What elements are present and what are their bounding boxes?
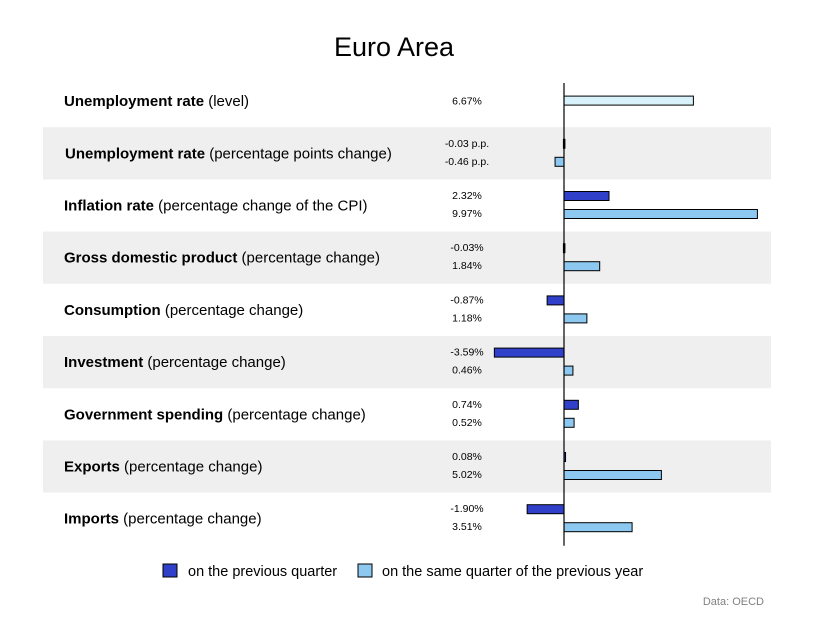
legend-swatch-quarter	[162, 563, 178, 578]
data-label: 1.18%	[452, 312, 482, 324]
bar-previous-year	[563, 417, 575, 428]
legend-swatch-year	[357, 563, 373, 578]
data-label: -0.03%	[450, 242, 483, 254]
bar-previous-quarter	[563, 191, 610, 201]
category-label: Investment (percentage change)	[64, 354, 286, 371]
row-band	[43, 336, 771, 389]
bar-previous-quarter	[546, 295, 565, 306]
rows: Unemployment rate (level) 6.67% Unemployme…	[64, 93, 758, 533]
data-label: 0.52%	[452, 417, 482, 429]
category-label: Consumption (percentage change)	[64, 302, 303, 319]
data-label: 1.84%	[452, 260, 482, 272]
category-label: Inflation rate (percentage change of the…	[64, 198, 367, 215]
data-label: 2.32%	[452, 190, 482, 202]
bar-previous-quarter	[526, 504, 565, 515]
data-label: 0.46%	[452, 365, 482, 377]
category-label: Unemployment rate (level)	[64, 93, 249, 110]
bar-previous-year	[563, 365, 574, 376]
bar-previous-quarter	[563, 399, 579, 410]
category-label: Gross domestic product (percentage chang…	[64, 250, 380, 267]
bar-previous-year	[563, 313, 588, 324]
legend-label-year: on the same quarter of the previous year	[382, 564, 643, 580]
data-label: 0.08%	[452, 451, 482, 463]
chart-title: Euro Area	[334, 32, 455, 62]
data-label: 9.97%	[452, 208, 482, 220]
bar-previous-year	[563, 470, 662, 480]
category-label: Unemployment rate (percentage points cha…	[65, 145, 392, 162]
category-label: Exports (percentage change)	[64, 459, 262, 476]
row-bands	[43, 127, 771, 493]
category-label: Government spending (percentage change)	[64, 406, 366, 423]
data-label: 3.51%	[452, 521, 482, 533]
data-label: 0.74%	[452, 399, 482, 411]
legend-label-quarter: on the previous quarter	[188, 564, 337, 580]
bar-previous-quarter	[493, 347, 565, 358]
legend: on the previous quarter on the same quar…	[162, 563, 643, 580]
bar-previous-year	[563, 261, 601, 272]
bar-level	[563, 95, 694, 106]
category-label: Imports (percentage change)	[64, 511, 262, 528]
row-band	[43, 231, 771, 284]
data-label: -0.03 p.p.	[445, 138, 489, 150]
data-label: -3.59%	[450, 347, 483, 359]
data-label: 5.02%	[452, 469, 482, 481]
source-note: Data: OECD	[703, 596, 764, 608]
data-label: -0.87%	[450, 294, 483, 306]
bar-previous-year	[563, 209, 758, 219]
bar-previous-year	[563, 522, 633, 533]
data-label: 6.67%	[452, 96, 482, 108]
row-band	[43, 440, 771, 493]
data-label: -0.46 p.p.	[445, 156, 489, 168]
data-label: -1.90%	[450, 503, 483, 515]
bar-previous-year	[554, 156, 565, 167]
row-band	[43, 127, 771, 180]
